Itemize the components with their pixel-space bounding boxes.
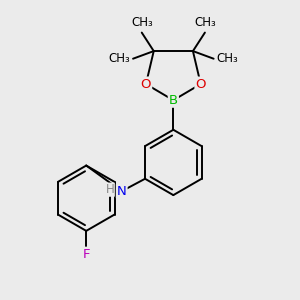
Text: CH₃: CH₃ [216, 52, 238, 65]
Text: B: B [169, 94, 178, 107]
Text: CH₃: CH₃ [109, 52, 130, 65]
Text: CH₃: CH₃ [131, 16, 153, 28]
Text: N: N [117, 185, 127, 198]
Text: F: F [82, 248, 90, 261]
Text: CH₃: CH₃ [194, 16, 216, 28]
Text: O: O [196, 78, 206, 91]
Text: O: O [141, 78, 151, 91]
Text: H: H [106, 183, 114, 196]
